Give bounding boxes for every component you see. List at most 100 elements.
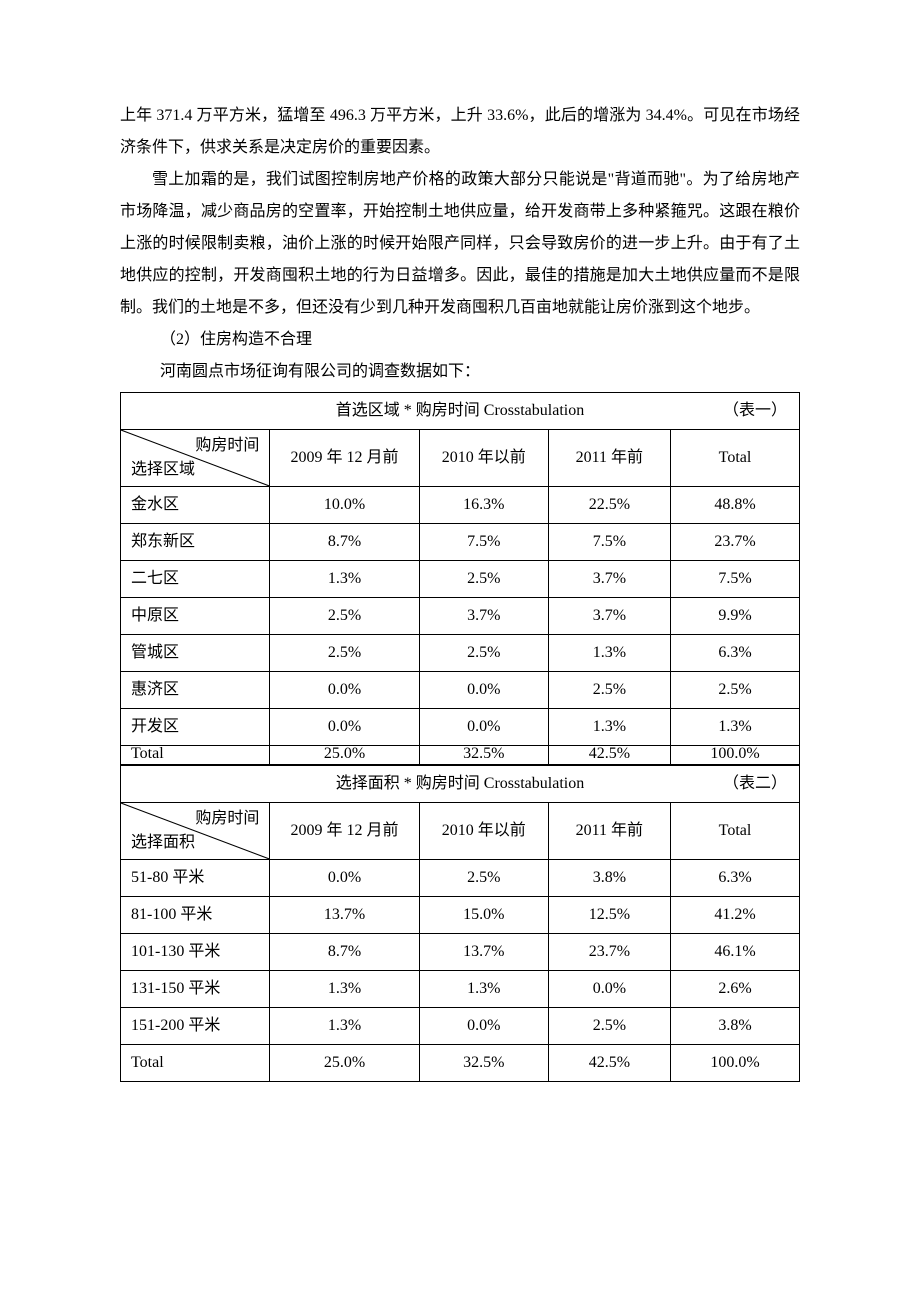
- table-1-label: （表一）: [723, 399, 787, 423]
- table-row: 51-80 平米0.0%2.5%3.8%6.3%: [121, 860, 800, 897]
- cell: 23.7%: [670, 524, 799, 561]
- table-2-diag-bottom: 选择面积: [131, 831, 195, 855]
- cell: 1.3%: [548, 635, 670, 672]
- cell: 3.8%: [548, 860, 670, 897]
- cell: 3.8%: [670, 1008, 799, 1045]
- table-2-h-3: Total: [670, 803, 799, 860]
- cell: 100.0%: [670, 746, 799, 765]
- row-label: 131-150 平米: [121, 971, 270, 1008]
- row-label: 中原区: [121, 598, 270, 635]
- table-2-h-2: 2011 年前: [548, 803, 670, 860]
- row-label: 101-130 平米: [121, 934, 270, 971]
- table-1-h-0: 2009 年 12 月前: [270, 430, 419, 487]
- cell: 0.0%: [419, 672, 548, 709]
- cell: 0.0%: [270, 860, 419, 897]
- cell: 2.5%: [270, 598, 419, 635]
- cell: 2.5%: [419, 860, 548, 897]
- para-4: 河南圆点市场征询有限公司的调查数据如下：: [120, 356, 800, 388]
- para-3: （2）住房构造不合理: [120, 324, 800, 356]
- cell: 10.0%: [270, 487, 419, 524]
- cell: 8.7%: [270, 934, 419, 971]
- cell: 12.5%: [548, 897, 670, 934]
- para-2: 雪上加霜的是，我们试图控制房地产价格的政策大部分只能说是"背道而驰"。为了给房地…: [120, 164, 800, 324]
- table-1-title-cell: 首选区域 * 购房时间 Crosstabulation （表一）: [121, 393, 800, 430]
- cell: 0.0%: [419, 1008, 548, 1045]
- cell: 22.5%: [548, 487, 670, 524]
- table-2-title: 选择面积 * 购房时间 Crosstabulation: [336, 772, 584, 796]
- cell: 42.5%: [548, 746, 670, 765]
- table-1: 首选区域 * 购房时间 Crosstabulation （表一） 购房时间 选择…: [120, 392, 800, 765]
- cell: 2.6%: [670, 971, 799, 1008]
- cell: 1.3%: [548, 709, 670, 746]
- cell: 2.5%: [419, 561, 548, 598]
- table-row: 中原区2.5%3.7%3.7%9.9%: [121, 598, 800, 635]
- cell: 7.5%: [670, 561, 799, 598]
- table-2-title-cell: 选择面积 * 购房时间 Crosstabulation （表二）: [121, 766, 800, 803]
- cell: 46.1%: [670, 934, 799, 971]
- cell: 25.0%: [270, 746, 419, 765]
- table-row: 惠济区0.0%0.0%2.5%2.5%: [121, 672, 800, 709]
- cell: 0.0%: [548, 971, 670, 1008]
- table-2: 选择面积 * 购房时间 Crosstabulation （表二） 购房时间 选择…: [120, 765, 800, 1082]
- table-row: 131-150 平米1.3%1.3%0.0%2.6%: [121, 971, 800, 1008]
- table-1-h-3: Total: [670, 430, 799, 487]
- row-label: Total: [121, 746, 270, 765]
- cell: 3.7%: [548, 561, 670, 598]
- cell: 42.5%: [548, 1045, 670, 1082]
- cell: 2.5%: [670, 672, 799, 709]
- cell: 8.7%: [270, 524, 419, 561]
- table-2-header-row: 购房时间 选择面积 2009 年 12 月前 2010 年以前 2011 年前 …: [121, 803, 800, 860]
- cell: 13.7%: [419, 934, 548, 971]
- table-1-h-2: 2011 年前: [548, 430, 670, 487]
- row-label: Total: [121, 1045, 270, 1082]
- cell: 32.5%: [419, 1045, 548, 1082]
- cell: 16.3%: [419, 487, 548, 524]
- table-2-diag-top: 购房时间: [195, 807, 259, 831]
- cell: 7.5%: [548, 524, 670, 561]
- cell: 2.5%: [270, 635, 419, 672]
- table-2-h-1: 2010 年以前: [419, 803, 548, 860]
- row-label: 金水区: [121, 487, 270, 524]
- cell: 0.0%: [270, 672, 419, 709]
- cell: 9.9%: [670, 598, 799, 635]
- cell: 6.3%: [670, 635, 799, 672]
- table-1-title: 首选区域 * 购房时间 Crosstabulation: [336, 399, 584, 423]
- para-1: 上年 371.4 万平方米，猛增至 496.3 万平方米，上升 33.6%，此后…: [120, 100, 800, 164]
- cell: 15.0%: [419, 897, 548, 934]
- cell: 32.5%: [419, 746, 548, 765]
- table-2-title-row: 选择面积 * 购房时间 Crosstabulation （表二）: [121, 766, 800, 803]
- cell: 1.3%: [270, 561, 419, 598]
- table-2-h-0: 2009 年 12 月前: [270, 803, 419, 860]
- cell: 25.0%: [270, 1045, 419, 1082]
- cell: 23.7%: [548, 934, 670, 971]
- cell: 100.0%: [670, 1045, 799, 1082]
- cell: 41.2%: [670, 897, 799, 934]
- cell: 1.3%: [419, 971, 548, 1008]
- table-1-header-row: 购房时间 选择区域 2009 年 12 月前 2010 年以前 2011 年前 …: [121, 430, 800, 487]
- table-row: 郑东新区8.7%7.5%7.5%23.7%: [121, 524, 800, 561]
- table-row: 金水区10.0%16.3%22.5%48.8%: [121, 487, 800, 524]
- cell: 1.3%: [670, 709, 799, 746]
- table-1-diag-top: 购房时间: [195, 434, 259, 458]
- cell: 2.5%: [548, 672, 670, 709]
- cell: 3.7%: [419, 598, 548, 635]
- cell: 0.0%: [270, 709, 419, 746]
- row-label: 二七区: [121, 561, 270, 598]
- cell: 0.0%: [419, 709, 548, 746]
- cell: 13.7%: [270, 897, 419, 934]
- cell: 2.5%: [419, 635, 548, 672]
- table-row: 81-100 平米13.7%15.0%12.5%41.2%: [121, 897, 800, 934]
- table-2-label: （表二）: [723, 772, 787, 796]
- table-row: 101-130 平米8.7%13.7%23.7%46.1%: [121, 934, 800, 971]
- cell: 6.3%: [670, 860, 799, 897]
- row-label: 惠济区: [121, 672, 270, 709]
- table-row: 151-200 平米1.3%0.0%2.5%3.8%: [121, 1008, 800, 1045]
- cell: 2.5%: [548, 1008, 670, 1045]
- cell: 1.3%: [270, 971, 419, 1008]
- table-row: 管城区2.5%2.5%1.3%6.3%: [121, 635, 800, 672]
- table-row: Total25.0%32.5%42.5%100.0%: [121, 1045, 800, 1082]
- cell: 7.5%: [419, 524, 548, 561]
- table-row: 开发区0.0%0.0%1.3%1.3%: [121, 709, 800, 746]
- cell: 48.8%: [670, 487, 799, 524]
- cell: 3.7%: [548, 598, 670, 635]
